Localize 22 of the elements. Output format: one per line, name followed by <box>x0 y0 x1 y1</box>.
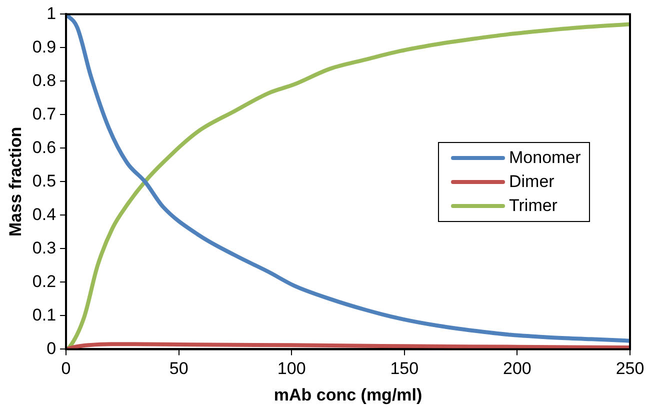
x-tick-label: 0 <box>61 359 71 378</box>
y-axis-title: Mass fraction <box>6 126 25 236</box>
x-tick-label: 150 <box>390 359 419 378</box>
x-tick-label: 100 <box>277 359 306 378</box>
y-tick-label: 0.9 <box>32 37 56 56</box>
x-tick-label: 250 <box>616 359 644 378</box>
x-tick-label: 50 <box>169 359 188 378</box>
legend-label: Trimer <box>509 194 558 217</box>
y-tick-label: 0.4 <box>32 204 56 224</box>
y-tick-label: 0.2 <box>32 272 56 291</box>
x-tick-label: 200 <box>503 359 532 378</box>
x-axis-title: mAb conc (mg/ml) <box>274 385 422 404</box>
legend-label: Dimer <box>509 170 554 193</box>
y-tick-label: 0.8 <box>32 70 56 90</box>
y-tick-label: 0.7 <box>32 104 56 124</box>
y-tick-label: 0.3 <box>32 238 56 258</box>
y-tick-label: 0.1 <box>32 305 56 324</box>
y-tick-label: 0.5 <box>32 171 56 190</box>
y-tick-label: 0 <box>46 338 56 358</box>
legend-label: Monomer <box>509 146 581 169</box>
y-tick-label: 0.6 <box>32 138 56 157</box>
y-tick-label: 1 <box>46 4 56 23</box>
